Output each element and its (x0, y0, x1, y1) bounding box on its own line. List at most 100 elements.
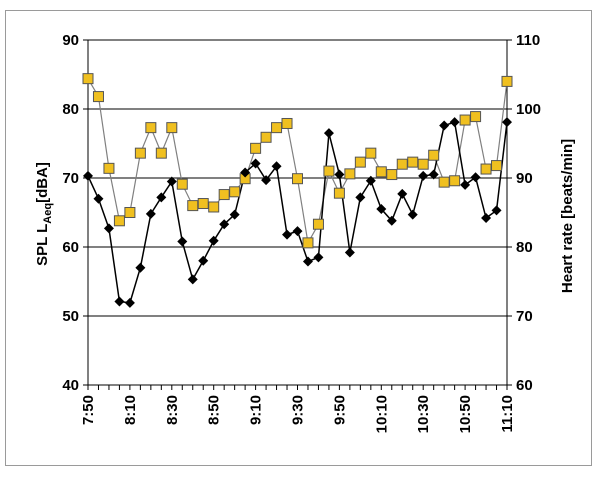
heart-rate-point (375, 166, 387, 178)
spl-point (124, 297, 135, 308)
x-tick-label: 9:10 (248, 395, 265, 425)
heart-rate-point (229, 186, 241, 198)
heart-rate-point (501, 75, 513, 87)
heart-rate-point (197, 198, 209, 210)
spl-point (145, 208, 156, 219)
spl-point (103, 223, 114, 234)
heart-rate-point (459, 114, 471, 126)
spl-point (418, 170, 429, 181)
heart-rate-point (333, 187, 345, 199)
left-tick-label: 70 (62, 170, 79, 187)
right-tick-label: 100 (516, 101, 541, 118)
heart-rate-point (386, 169, 398, 181)
right-tick-label: 70 (516, 308, 533, 325)
heart-rate-point (166, 122, 178, 134)
heart-rate-point (449, 175, 461, 187)
spl-point (166, 176, 177, 187)
spl-point (449, 117, 460, 128)
spl-point (439, 120, 450, 131)
spl-point (386, 215, 397, 226)
heart-rate-point (260, 131, 272, 143)
heart-rate-point (218, 189, 230, 201)
heart-rate-point (312, 218, 324, 230)
heart-rate-point (281, 117, 293, 129)
spl-point (261, 175, 272, 186)
heart-rate-point (470, 111, 482, 123)
x-tick-label: 10:30 (415, 395, 432, 433)
spl-point (208, 235, 219, 246)
heart-rate-point (134, 147, 146, 159)
x-tick-label: 10:50 (457, 395, 474, 433)
right-axis-label: Heart rate [beats/min] (559, 139, 576, 293)
series-markers (82, 73, 513, 308)
x-tick-label: 11:10 (499, 395, 516, 433)
x-tick-label: 8:30 (164, 395, 181, 425)
heart-rate-point (344, 168, 356, 180)
spl-point (219, 219, 230, 230)
heart-rate-point (365, 147, 377, 159)
left-tick-label: 90 (62, 32, 79, 49)
heart-rate-point (417, 158, 429, 170)
spl-point (240, 167, 251, 178)
spl-point (313, 252, 324, 263)
right-tick-label: 110 (516, 32, 540, 49)
heart-rate-point (480, 163, 492, 175)
x-axis: 7:50 8:10 8:30 8:50 9:10 9:30 9:50 10:10 10:30 10… (80, 385, 516, 433)
spl-point (365, 175, 376, 186)
spl-point (83, 170, 93, 181)
left-tick-label: 60 (62, 239, 79, 256)
series-lines (87, 78, 508, 304)
spl-point (407, 209, 418, 220)
x-tick-label: 8:10 (122, 395, 139, 425)
heart-rate-point (103, 162, 115, 174)
spl-point (187, 274, 198, 285)
spl-point (282, 229, 293, 240)
right-tick-label: 80 (516, 239, 533, 256)
heart-rate-point (145, 122, 157, 134)
left-axis: 40 50 60 70 80 90 (62, 32, 88, 394)
heart-rate-point (176, 178, 188, 190)
spl-point (177, 236, 188, 247)
right-tick-label: 60 (516, 377, 533, 394)
x-tick-label: 10:10 (373, 395, 390, 433)
heart-rate-point (250, 142, 262, 154)
heart-rate-point (302, 237, 314, 249)
heart-rate-point (124, 207, 136, 218)
right-axis: 60 70 80 90 100 110 (507, 32, 541, 394)
x-tick-label: 7:50 (80, 395, 97, 425)
spl-point (114, 296, 125, 307)
left-tick-label: 50 (62, 308, 79, 325)
spl-point (93, 193, 104, 204)
heart-rate-point (187, 200, 199, 212)
x-tick-label: 9:50 (331, 395, 348, 425)
spl-point (156, 192, 167, 203)
spl-point (250, 158, 261, 169)
heart-rate-point (396, 158, 408, 170)
left-tick-label: 80 (62, 101, 79, 118)
x-tick-label: 9:30 (290, 395, 307, 425)
heart-rate-point (428, 149, 440, 161)
spl-point (491, 205, 502, 216)
spl-point (502, 117, 512, 128)
spl-point (344, 247, 355, 258)
spl-point (292, 226, 303, 237)
heart-rate-point (92, 91, 104, 103)
spl-point (460, 179, 471, 190)
spl-point (428, 169, 439, 180)
x-tick-label: 8:50 (206, 395, 223, 425)
heart-rate-point (208, 201, 220, 213)
heart-rate-point (438, 176, 450, 188)
chart-frame (5, 10, 592, 466)
spl-point (397, 188, 408, 199)
spl-point (355, 192, 366, 203)
right-tick-label: 90 (516, 170, 533, 187)
spl-point (334, 169, 345, 180)
heart-rate-point (155, 147, 167, 159)
heart-rate-point (323, 165, 335, 177)
spl-point (302, 256, 313, 267)
spl-point (198, 255, 209, 266)
spl-point (271, 161, 282, 172)
left-tick-label: 40 (62, 377, 79, 394)
spl-point (229, 209, 240, 220)
